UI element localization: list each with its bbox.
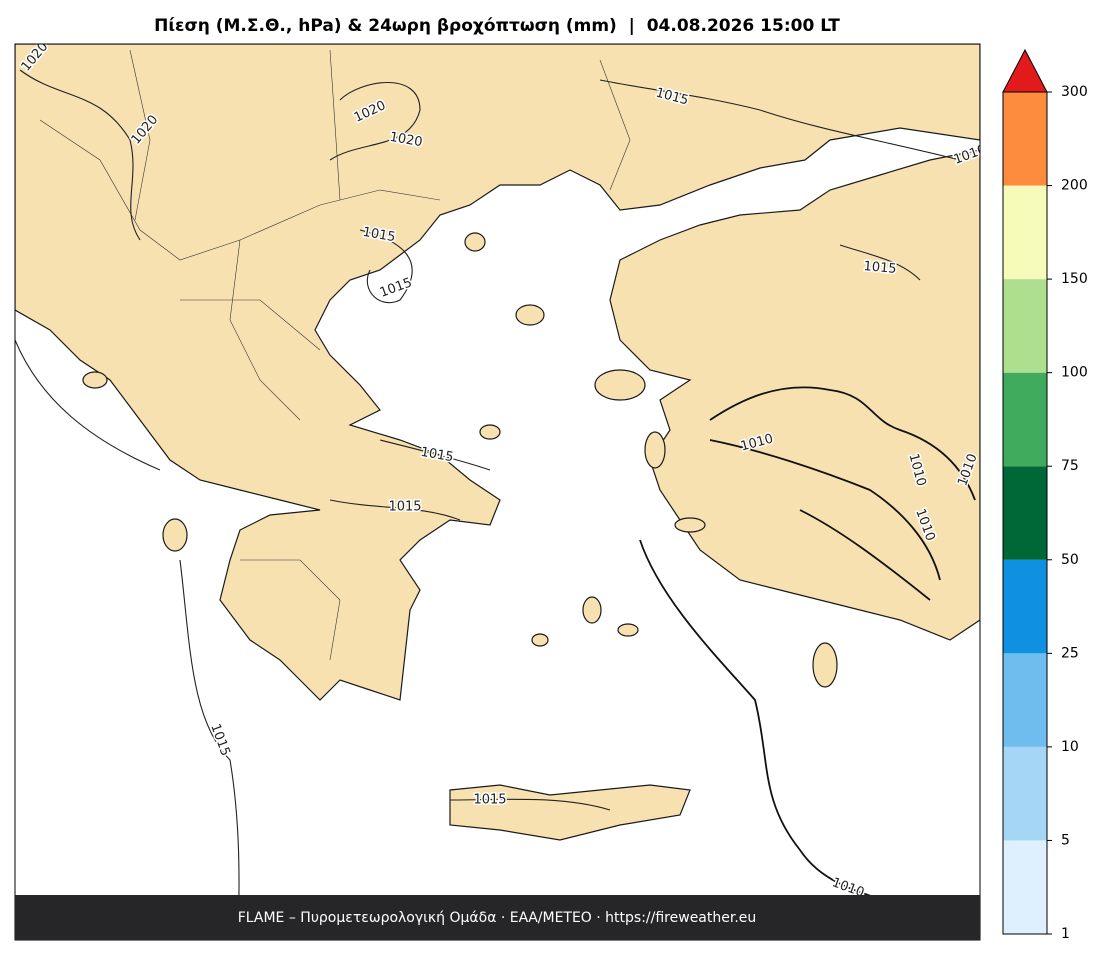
contour <box>15 69 961 940</box>
colorbar-bin <box>1003 279 1047 373</box>
colorbar-tick-label: 75 <box>1061 458 1079 474</box>
contour-label: 1020 <box>388 130 423 151</box>
island <box>82 371 108 389</box>
colorbar-bin <box>1003 92 1047 186</box>
colorbar-tick-label: 200 <box>1061 178 1088 194</box>
colorbar-tick-label: 100 <box>1061 365 1088 381</box>
colorbar-tick-label: 5 <box>1061 832 1070 848</box>
colorbar-tick-label: 1 <box>1061 926 1070 942</box>
island <box>464 232 486 252</box>
island <box>515 304 545 326</box>
island <box>479 424 501 440</box>
island <box>531 633 549 647</box>
contour-label: 1015 <box>419 445 454 466</box>
island <box>617 623 639 637</box>
contour-label: 1015 <box>473 793 506 808</box>
borders <box>39 49 631 661</box>
colorbar-tick-label: 300 <box>1061 84 1088 100</box>
colorbar-frame <box>1002 91 1048 935</box>
contour-label: 1010 <box>952 142 988 167</box>
contour <box>639 386 976 906</box>
colorbar-bin <box>1003 185 1047 280</box>
colorbar-bin <box>1003 559 1047 654</box>
island <box>162 518 188 552</box>
island <box>644 431 666 469</box>
colorbar-bin <box>1003 840 1047 934</box>
footer-bar <box>15 895 980 940</box>
colorbar-tick-label: 50 <box>1061 552 1079 568</box>
colorbar-tick-label: 150 <box>1061 271 1088 287</box>
anatolia <box>609 149 980 641</box>
colorbar-bin <box>1003 466 1047 560</box>
contour-label: 1015 <box>863 259 897 277</box>
island <box>674 517 706 533</box>
footer-text: FLAME – Πυρομετεωρολογική Ομάδα · ΕΑΑ/ME… <box>238 910 757 926</box>
colorbar-bin <box>1003 746 1047 841</box>
mainland <box>15 44 980 701</box>
contour-label: 1015 <box>361 225 396 246</box>
contour-label: 1015 <box>388 500 421 515</box>
colorbar-tick-label: 10 <box>1061 739 1079 755</box>
map-title: Πίεση (Μ.Σ.Θ., hPa) & 24ωρη βροχόπτωση (… <box>154 16 840 36</box>
colorbar: 1 5 10 25 50 75 100 150 200 300 <box>1002 48 1088 942</box>
island <box>812 642 838 688</box>
colorbar-bin <box>1003 653 1047 747</box>
island <box>582 596 602 624</box>
island <box>594 369 646 401</box>
colorbar-extend <box>1002 48 1048 93</box>
colorbar-bin <box>1003 372 1047 467</box>
map: 1020102010201020101510151015101510151015… <box>14 43 988 941</box>
colorbar-tick-label: 25 <box>1061 645 1079 661</box>
